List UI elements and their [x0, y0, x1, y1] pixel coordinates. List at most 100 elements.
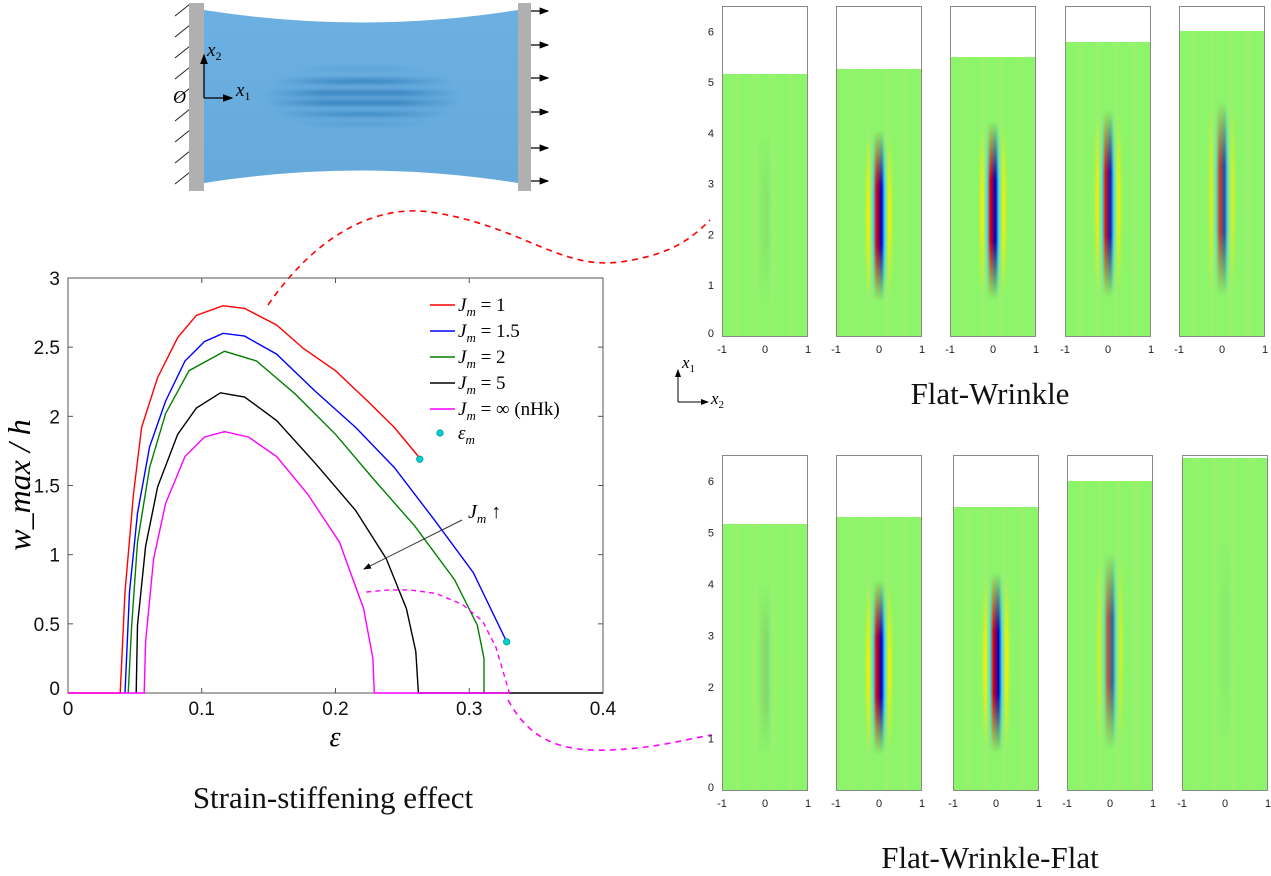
legend: Jm = 1Jm = 1.5Jm = 2Jm = 5Jm = ∞ (nHk)εm — [430, 295, 560, 447]
wrinkle-heatmap — [1180, 31, 1264, 336]
panel-y-tick-label: 2 — [708, 229, 714, 241]
deformed-membrane — [1180, 31, 1264, 336]
legend-label: Jm = 1 — [458, 295, 506, 319]
panel-y-tick-label: 6 — [708, 476, 714, 488]
panel-x-tick-label: 0 — [762, 344, 768, 356]
x-tick-label: 0.4 — [590, 699, 617, 720]
panel-y-tick-label: 6 — [708, 26, 714, 38]
panel-y-tick-label: 3 — [708, 630, 714, 642]
series-line-0 — [68, 304, 419, 694]
x-tick-label: 0 — [63, 699, 74, 720]
bottom-panel-4 — [1067, 455, 1153, 791]
panel-y-tick-label: 1 — [708, 733, 714, 745]
deformed-membrane — [837, 69, 921, 336]
deformed-membrane — [1183, 457, 1267, 790]
deformed-membrane — [1066, 41, 1150, 336]
bottom-panels-caption: Flat-Wrinkle-Flat — [881, 840, 1099, 875]
series-line-3 — [135, 392, 603, 694]
series-line-2 — [127, 350, 485, 694]
panel-x-tick-label: 0 — [876, 344, 882, 356]
panel-x-tick-label: -1 — [1174, 344, 1184, 356]
panel-y-tick-label: 4 — [708, 579, 714, 591]
legend-label: εm — [458, 423, 475, 447]
y-tick-label: 2.5 — [34, 338, 60, 359]
bottom-panel-5 — [1182, 455, 1268, 791]
panel-x-tick-label: 0 — [1107, 798, 1113, 810]
top-panel-5 — [1179, 6, 1265, 337]
panel-x-tick-label: 1 — [1033, 344, 1039, 356]
chart-caption: Strain-stiffening effect — [192, 780, 474, 815]
bottom-panel-2 — [836, 455, 922, 791]
y-axis-label: w_max / h — [1, 419, 37, 551]
dashed-branch-line — [366, 589, 511, 694]
panel-x-tick-label: 1 — [1036, 798, 1042, 810]
x-axis-label: ε — [329, 722, 340, 753]
y-tick-label: 1.5 — [34, 477, 60, 498]
bottom-panel-3 — [953, 455, 1039, 791]
x-tick-label: 0.3 — [456, 699, 482, 720]
y-tick-label: 1 — [49, 546, 60, 567]
y-tick-label: 0.5 — [34, 615, 60, 636]
bottom-panel-1 — [722, 455, 808, 791]
panel-x2-label: x2 — [710, 389, 724, 411]
panel-x-tick-label: 1 — [1148, 344, 1154, 356]
panel-x-tick-label: -1 — [1177, 798, 1187, 810]
trend-annotation: Jm ↑ — [468, 501, 501, 526]
legend-label: Jm = 5 — [458, 373, 506, 397]
deformed-membrane — [723, 523, 807, 790]
panel-x-tick-label: 1 — [805, 798, 811, 810]
panel-x1-label: x1 — [681, 353, 695, 375]
membrane — [204, 10, 518, 183]
deformed-membrane — [954, 506, 1038, 790]
panel-axes-icon — [675, 369, 709, 405]
wrinkle-heatmap — [723, 73, 807, 336]
wrinkle-heatmap — [951, 56, 1035, 336]
connector-red-dashed — [267, 210, 711, 306]
traction-arrows — [531, 7, 550, 185]
panel-y-tick-label: 0 — [708, 328, 714, 340]
wrinkle-pattern — [260, 66, 460, 127]
legend-label: Jm = 2 — [458, 347, 506, 371]
panel-x-tick-label: -1 — [1062, 798, 1072, 810]
panel-y-tick-label: 5 — [708, 527, 714, 539]
panel-y-tick-label: 2 — [708, 682, 714, 694]
top-panel-1 — [722, 6, 808, 337]
wrinkle-heatmap — [837, 69, 921, 336]
wrinkle-heatmap — [1068, 480, 1152, 790]
coordinate-axes-icon — [200, 53, 234, 102]
panel-x-tick-label: 0 — [990, 344, 996, 356]
panel-y-tick-label: 1 — [708, 280, 714, 292]
panel-y-tick-label: 4 — [708, 128, 714, 140]
legend-label: Jm = 1.5 — [458, 321, 520, 345]
panel-x-tick-label: -1 — [831, 344, 841, 356]
panel-x-tick-label: 0 — [876, 798, 882, 810]
top-panels-caption: Flat-Wrinkle — [910, 376, 1070, 411]
panel-y-tick-label: 0 — [708, 782, 714, 794]
panel-x-tick-label: -1 — [717, 344, 727, 356]
panel-y-tick-label: 3 — [708, 179, 714, 191]
panel-x-tick-label: 1 — [1265, 798, 1271, 810]
plot-frame — [67, 277, 604, 694]
top-panel-2 — [836, 6, 922, 337]
left-clamp — [189, 3, 204, 191]
epsilon-m-marker — [416, 455, 424, 463]
x-tick-label: 0.2 — [322, 699, 348, 720]
wrinkle-heatmap — [1183, 458, 1267, 790]
y-tick-label: 3 — [49, 269, 60, 290]
series-line-1 — [124, 332, 508, 694]
y-tick-label: 0 — [49, 679, 60, 700]
x1-label: x1 — [235, 80, 250, 103]
legend-marker — [436, 429, 444, 437]
right-clamp — [518, 3, 531, 191]
top-panel-4 — [1065, 6, 1151, 337]
deformed-membrane — [1068, 480, 1152, 790]
origin-label: O — [173, 87, 186, 107]
panel-x-tick-label: 0 — [1219, 344, 1225, 356]
legend-label: Jm = ∞ (nHk) — [458, 399, 560, 423]
panel-x-tick-label: 1 — [1150, 798, 1156, 810]
deformed-membrane — [723, 73, 807, 336]
line-chart: 0 0.1 0.2 0.3 0.4 0 0.5 1 1.5 2 2.5 3 Jm = 1Jm = 1.… — [1, 269, 617, 753]
membrane-schematic: x2 x1 O — [173, 3, 550, 191]
panel-x-tick-label: -1 — [717, 798, 727, 810]
